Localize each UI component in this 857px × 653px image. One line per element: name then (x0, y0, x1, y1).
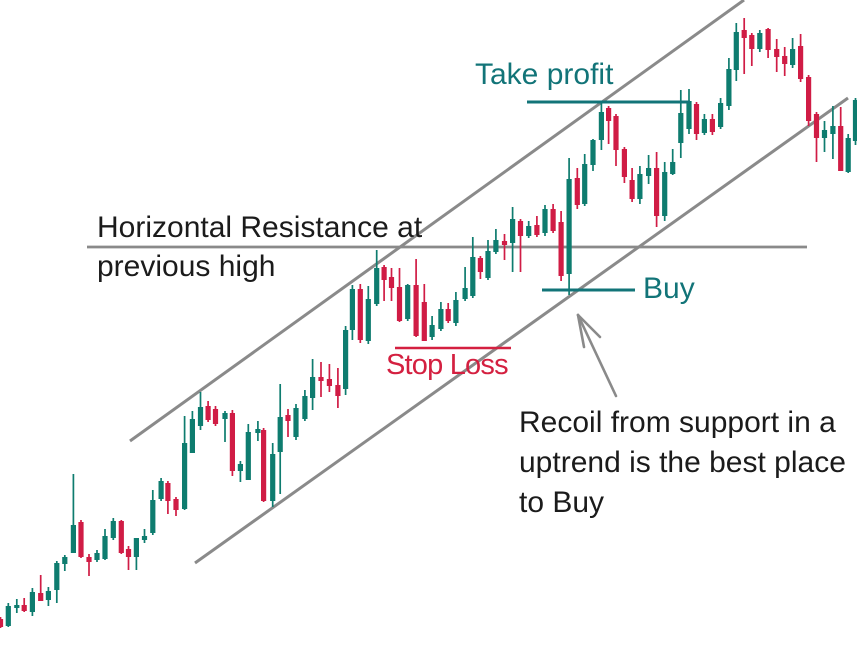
svg-text:Buy: Buy (643, 272, 695, 305)
svg-text:previous high: previous high (97, 250, 275, 283)
svg-text:Horizontal Resistance at: Horizontal Resistance at (97, 211, 423, 244)
svg-text:Take profit: Take profit (475, 58, 614, 91)
svg-text:to Buy: to Buy (519, 486, 604, 519)
svg-text:uptrend is the best place: uptrend is the best place (519, 446, 846, 479)
svg-text:Stop Loss: Stop Loss (386, 349, 508, 381)
svg-text:Recoil from support in a: Recoil from support in a (519, 406, 836, 439)
